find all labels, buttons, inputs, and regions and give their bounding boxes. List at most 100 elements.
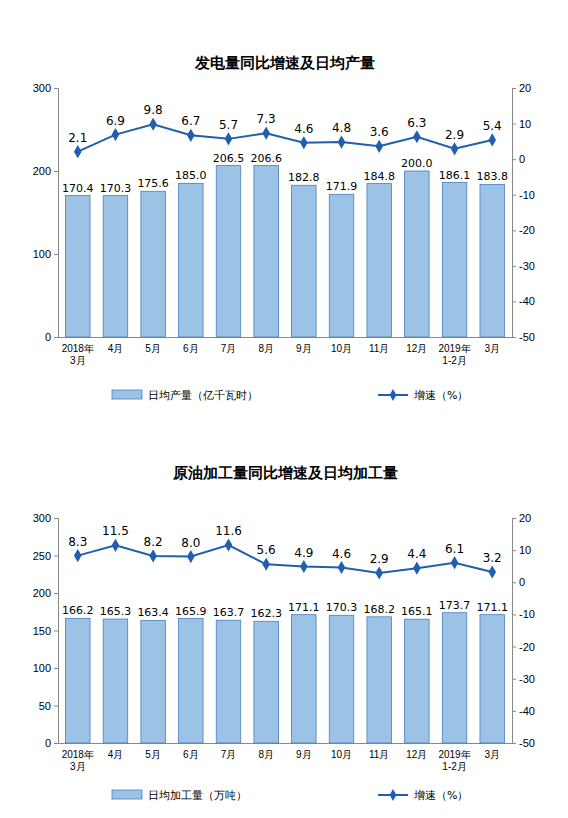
x-tick: 11月 [369, 749, 389, 760]
marker [112, 539, 120, 552]
tick-label: 200 [33, 587, 51, 599]
legend-item: 日均产量（亿千瓦时） [112, 389, 258, 402]
tick-mark [54, 88, 58, 89]
x-tick: 10月 [331, 343, 352, 354]
tick-label: 0 [45, 737, 51, 749]
y-tick: 200 [33, 165, 58, 177]
tick-label: 20 [519, 512, 531, 524]
y2-tick: 10 [512, 118, 531, 130]
marker [112, 128, 120, 141]
y2-tick: -20 [512, 224, 535, 236]
data-label: 185.0 [175, 169, 207, 182]
tick-mark [512, 711, 516, 712]
data-label: 2.9 [445, 128, 464, 142]
y-axis: 050100150200250300 [33, 512, 59, 749]
tick-label: 300 [33, 512, 51, 524]
data-label: 6.9 [106, 114, 125, 128]
tick-label: 9月 [296, 749, 312, 760]
data-label: 5.6 [257, 543, 276, 557]
y2-axis: -50-40-30-20-1001020 [512, 512, 535, 749]
tick-label: 10月 [331, 749, 352, 760]
y-tick: 250 [33, 550, 58, 562]
data-label: 171.9 [326, 180, 358, 193]
legend-label: 日均加工量（万吨） [148, 789, 247, 802]
data-label: 2.9 [370, 552, 389, 566]
bar [254, 166, 278, 337]
x-tick: 4月 [108, 343, 124, 354]
x-tick: 5月 [145, 343, 161, 354]
tick-mark [54, 668, 58, 669]
tick-label: 200 [33, 165, 51, 177]
tick-label: 3月 [484, 749, 500, 760]
tick-label: 10 [519, 544, 531, 556]
bar [179, 619, 203, 743]
line [78, 124, 492, 151]
x-tick: 2018年3月 [62, 749, 94, 772]
tick-label: -10 [519, 608, 535, 620]
marker [187, 129, 195, 142]
tick-label: 50 [39, 700, 51, 712]
axis-line [54, 519, 59, 744]
bar-series [66, 166, 505, 337]
x-axis: 2018年3月4月5月6月7月8月9月10月11月12月2019年1-2月3月 [59, 338, 513, 367]
y2-tick: -10 [512, 189, 535, 201]
data-label: 184.8 [363, 170, 395, 183]
bar [66, 618, 90, 743]
x-tick: 3月 [484, 749, 500, 760]
bar [141, 191, 165, 337]
marker [488, 133, 496, 146]
tick-mark [512, 230, 516, 231]
tick-label: 4月 [108, 749, 124, 760]
tick-label: 9月 [296, 343, 312, 354]
tick-label: 5月 [145, 749, 161, 760]
tick-label: 2019年1-2月 [438, 749, 470, 772]
tick-label: 3月 [484, 343, 500, 354]
legend-label: 日均产量（亿千瓦时） [148, 389, 258, 402]
bar-series [66, 613, 505, 743]
data-label: 5.4 [483, 119, 502, 133]
x-tick: 7月 [221, 343, 237, 354]
x-tick: 2019年1-2月 [438, 749, 470, 772]
tick-mark [512, 614, 516, 615]
tick-mark [512, 301, 516, 302]
marker [375, 566, 383, 579]
axis-line [54, 89, 59, 338]
tick-label: 10 [519, 118, 531, 130]
x-tick: 11月 [369, 343, 389, 354]
marker [149, 118, 157, 131]
chart: 原油加工量同比增速及日均加工量050100150200250300-50-40-… [33, 464, 535, 802]
bar [405, 619, 429, 743]
data-label: 173.7 [439, 599, 471, 612]
bar [442, 613, 466, 743]
y-tick: 0 [45, 331, 58, 343]
tick-label: 0 [519, 153, 525, 165]
tick-mark [54, 254, 58, 255]
tick-label: -30 [519, 673, 535, 685]
tick-label: 8月 [258, 343, 274, 354]
tick-mark [512, 679, 516, 680]
bar [480, 184, 504, 337]
tick-mark [512, 647, 516, 648]
marker [338, 561, 346, 574]
tick-label: 12月 [406, 749, 427, 760]
x-tick: 12月 [406, 749, 427, 760]
data-label: 7.3 [257, 112, 276, 126]
data-label: 168.2 [363, 603, 395, 616]
tick-label: -30 [519, 260, 535, 272]
y-tick: 200 [33, 587, 58, 599]
tick-mark [512, 195, 516, 196]
data-label: 2.1 [68, 131, 87, 145]
bar [329, 615, 353, 743]
data-label: 186.1 [439, 169, 471, 182]
bar [254, 621, 278, 743]
tick-label: 4月 [108, 343, 124, 354]
y-tick: 100 [33, 662, 58, 674]
bar [442, 183, 466, 337]
plot-area [66, 118, 505, 337]
marker [413, 130, 421, 143]
y-tick: 100 [33, 248, 58, 260]
x-tick: 9月 [296, 749, 312, 760]
tick-label: 8月 [258, 749, 274, 760]
tick-label: 0 [519, 576, 525, 588]
marker [262, 127, 270, 140]
